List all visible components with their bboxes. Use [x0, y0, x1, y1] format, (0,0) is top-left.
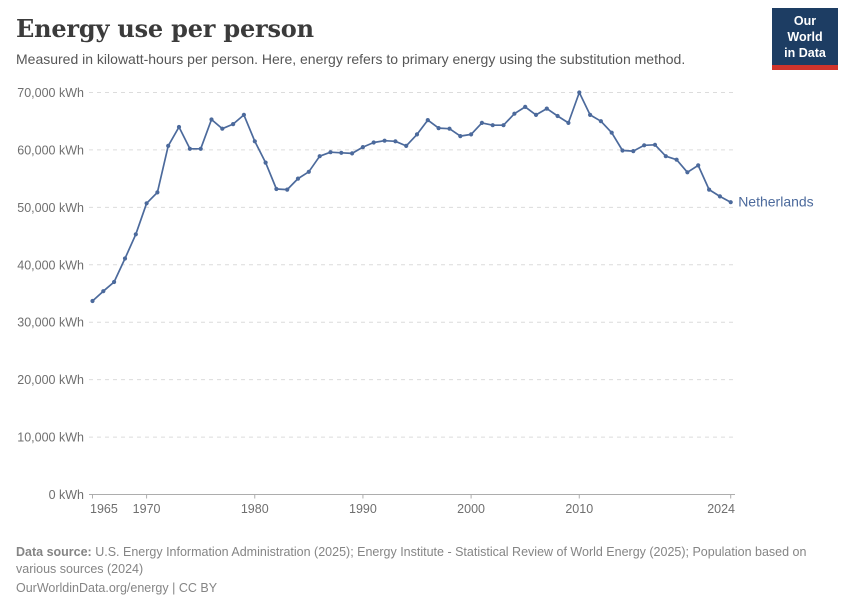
- x-axis-tick-label: 1965: [90, 502, 118, 516]
- data-point: [90, 298, 95, 304]
- y-axis-tick-label: 30,000 kWh: [17, 316, 84, 330]
- data-series-group: Netherlands: [90, 90, 814, 304]
- data-point: [523, 104, 528, 109]
- data-point: [187, 146, 192, 151]
- x-axis-tick-label: 1990: [349, 502, 377, 516]
- y-axis-tick-label: 50,000 kWh: [17, 201, 84, 215]
- owid-logo-text: Our World in Data: [772, 8, 838, 65]
- data-point: [122, 256, 128, 261]
- owid-logo[interactable]: Our World in Data: [772, 8, 838, 70]
- data-point: [328, 150, 333, 155]
- data-point: [285, 187, 290, 192]
- data-point: [198, 146, 203, 151]
- data-point: [371, 140, 376, 145]
- data-point: [544, 106, 549, 111]
- data-point: [393, 139, 398, 144]
- chart-subtitle: Measured in kilowatt-hours per person. H…: [16, 51, 686, 67]
- data-point: [458, 134, 463, 139]
- x-axis-tick-label: 2024: [707, 502, 735, 516]
- data-point: [241, 112, 246, 117]
- y-axis-tick-label: 0 kWh: [49, 488, 84, 502]
- y-axis-tick-label: 60,000 kWh: [17, 143, 84, 157]
- data-point: [447, 126, 452, 131]
- data-point: [707, 187, 712, 192]
- data-point: [144, 201, 149, 206]
- data-point: [436, 126, 441, 131]
- owid-url-link[interactable]: OurWorldinData.org/energy: [16, 580, 169, 595]
- data-line-netherlands: [91, 91, 732, 302]
- data-point: [652, 142, 658, 147]
- data-point: [512, 111, 517, 116]
- x-axis-tick-label: 2000: [457, 502, 485, 516]
- owid-logo-red-strip: [772, 65, 838, 70]
- data-point: [674, 157, 679, 162]
- x-axis-tick-label: 1980: [241, 502, 269, 516]
- gridlines-group: [89, 92, 735, 438]
- data-point: [382, 138, 387, 143]
- data-point: [101, 289, 106, 294]
- data-point: [425, 118, 430, 123]
- data-point: [533, 112, 539, 117]
- data-point: [350, 151, 355, 156]
- data-point: [479, 120, 484, 125]
- x-axis-tick-label: 1970: [133, 502, 161, 516]
- data-point: [155, 190, 160, 195]
- data-point: [404, 143, 409, 148]
- y-axis-tick-label: 10,000 kWh: [17, 431, 84, 445]
- data-point: [252, 139, 257, 144]
- data-point: [414, 132, 420, 137]
- license-label: CC BY: [178, 580, 218, 595]
- data-point: [490, 123, 495, 128]
- footer-source: Data source: U.S. Energy Information Adm…: [16, 544, 820, 578]
- data-point: [469, 132, 474, 137]
- axis-labels-group: 0 kWh 10,000 kWh 20,000 kWh 30,000 kWh 40,00…: [17, 86, 735, 516]
- data-point: [112, 279, 117, 285]
- y-axis-tick-label: 20,000 kWh: [17, 373, 84, 387]
- series-label-netherlands: Netherlands: [738, 194, 814, 210]
- data-point: [306, 169, 311, 174]
- data-point: [696, 163, 701, 168]
- y-axis-tick-label: 40,000 kWh: [17, 258, 84, 272]
- footer-license: OurWorldinData.org/energy | CC BY: [16, 581, 217, 595]
- x-axis-group: [89, 494, 735, 499]
- data-point: [663, 154, 668, 159]
- data-point: [133, 232, 138, 237]
- data-point: [642, 143, 647, 148]
- data-point: [295, 176, 301, 181]
- data-point: [274, 186, 279, 192]
- data-point: [317, 154, 322, 159]
- footer-divider: |: [168, 580, 179, 595]
- y-axis-tick-label: 70,000 kWh: [17, 86, 84, 100]
- data-point: [631, 149, 636, 154]
- data-point: [598, 119, 604, 124]
- data-point: [577, 90, 582, 95]
- data-source-text: U.S. Energy Information Administration (…: [16, 544, 807, 576]
- data-point: [501, 123, 506, 128]
- data-point: [263, 160, 268, 165]
- data-point: [166, 143, 171, 148]
- data-point: [566, 120, 571, 125]
- data-point: [728, 200, 733, 205]
- data-point: [685, 170, 690, 175]
- x-axis-tick-label: 2010: [565, 502, 593, 516]
- data-point: [588, 112, 593, 117]
- data-source-label: Data source:: [16, 544, 92, 559]
- page-title: Energy use per person: [16, 14, 314, 43]
- data-point: [209, 117, 214, 122]
- data-point: [231, 122, 236, 127]
- data-point: [176, 124, 182, 130]
- data-point: [620, 148, 625, 153]
- owid-logo-line2: in Data: [784, 46, 826, 60]
- data-point: [220, 126, 225, 131]
- data-point: [609, 130, 614, 135]
- data-point: [339, 150, 344, 155]
- data-point: [360, 145, 365, 150]
- data-point: [555, 113, 560, 119]
- owid-logo-line1: Our World: [787, 14, 823, 44]
- data-point: [717, 194, 723, 199]
